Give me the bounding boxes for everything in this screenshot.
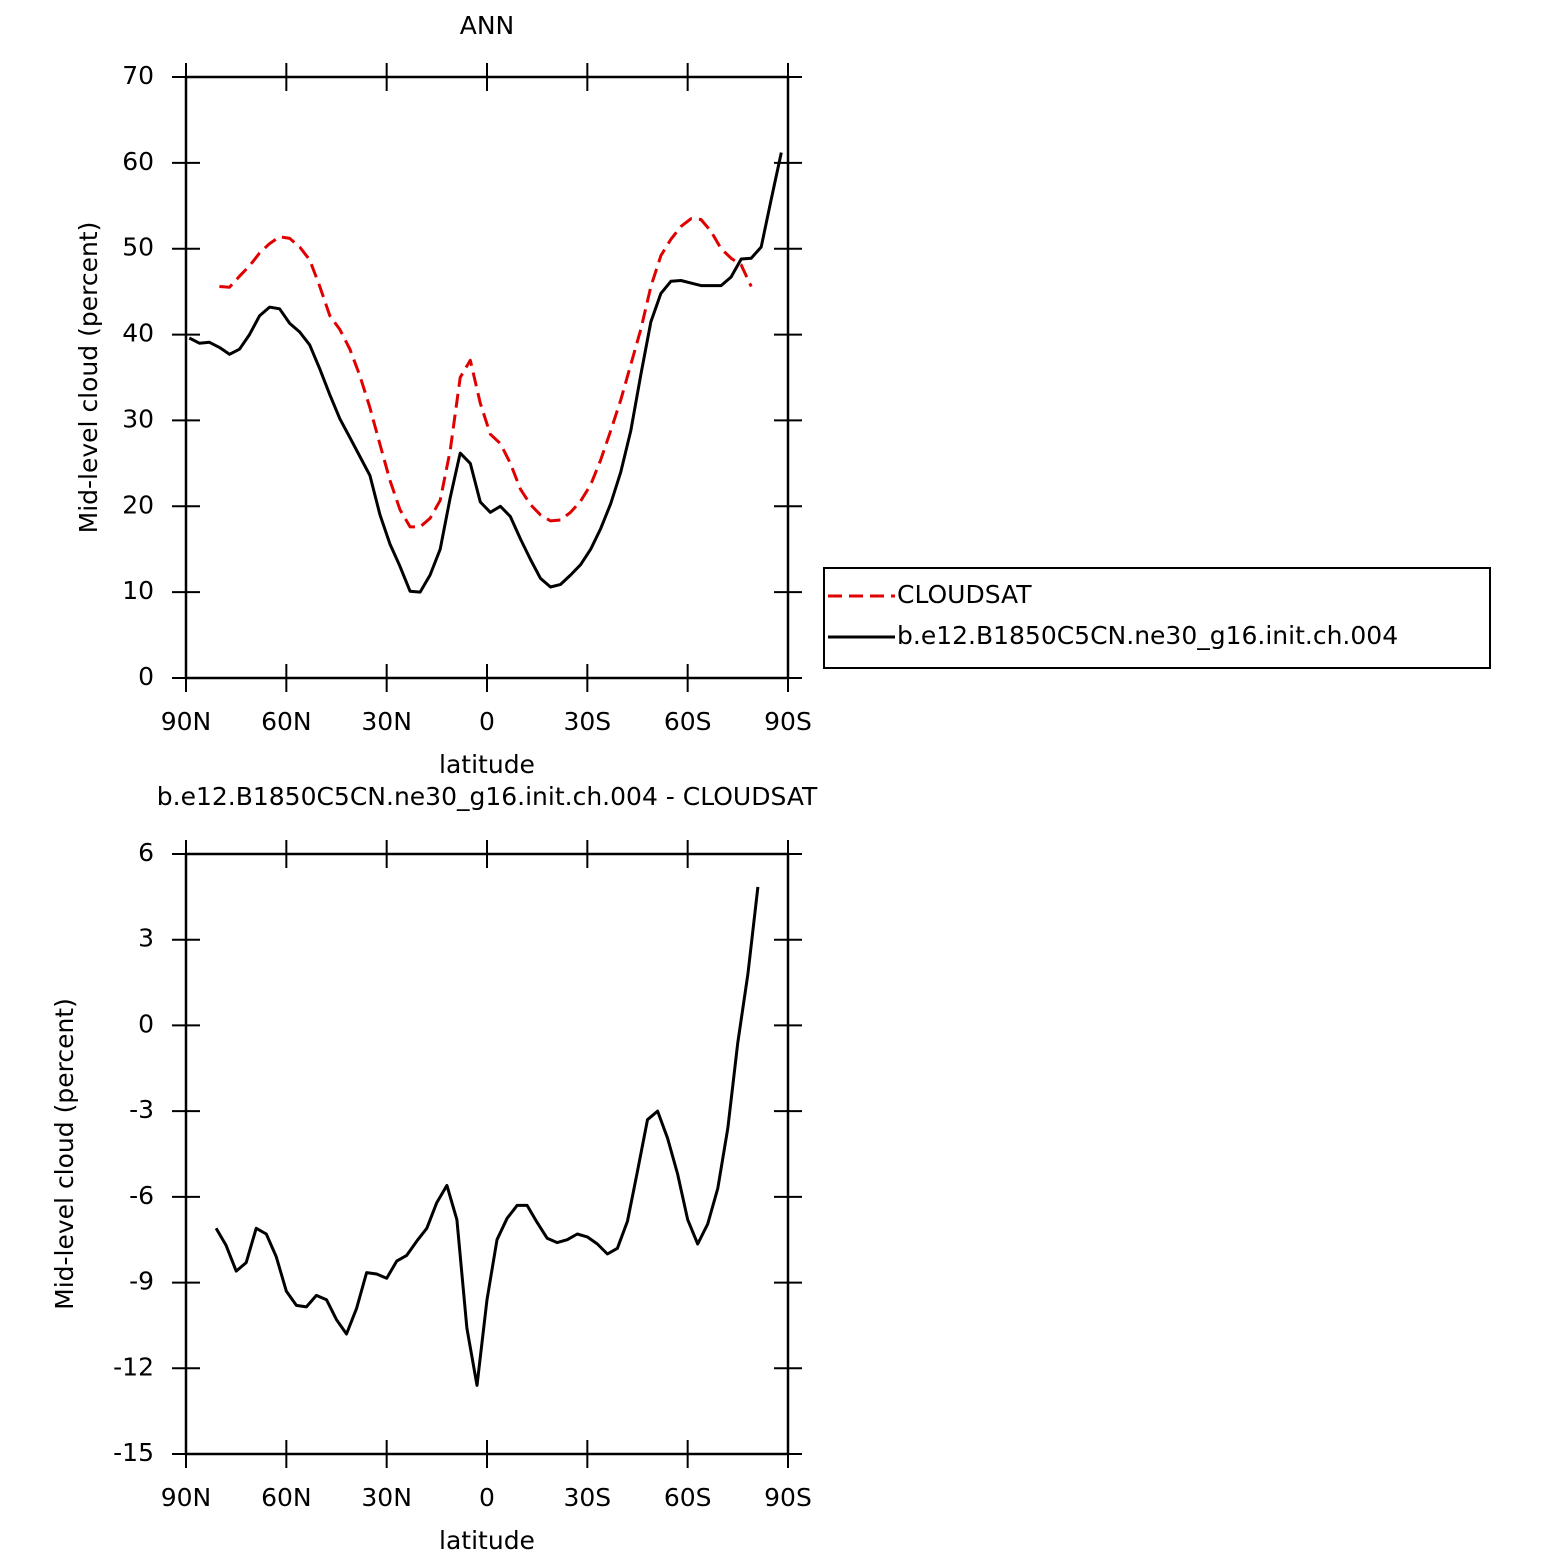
y-tick-label: 50 bbox=[122, 233, 154, 262]
x-tick-label: 60S bbox=[664, 707, 712, 736]
plot-frame bbox=[184, 75, 790, 680]
chart-title: ANN bbox=[460, 11, 515, 40]
y-axis-label: Mid-level cloud (percent) bbox=[50, 998, 79, 1310]
y-tick-label: 0 bbox=[138, 1009, 154, 1038]
plot-frame bbox=[184, 852, 790, 1456]
legend-label: CLOUDSAT bbox=[897, 580, 1032, 609]
y-tick-label: 10 bbox=[122, 576, 154, 605]
y-tick-label: -3 bbox=[129, 1095, 154, 1124]
y-axis-label: Mid-level cloud (percent) bbox=[74, 222, 103, 534]
x-tick-label: 60N bbox=[261, 707, 312, 736]
x-tick-label: 0 bbox=[479, 707, 495, 736]
y-tick-label: 30 bbox=[122, 404, 154, 433]
x-tick-label: 30S bbox=[563, 707, 611, 736]
y-tick-label: 0 bbox=[138, 662, 154, 691]
y-tick-label: 70 bbox=[122, 61, 154, 90]
x-tick-label: 60N bbox=[261, 1483, 312, 1512]
y-tick-label: 6 bbox=[138, 838, 154, 867]
data-line bbox=[214, 886, 760, 1387]
y-tick-label: 60 bbox=[122, 147, 154, 176]
y-tick-label: -15 bbox=[113, 1438, 154, 1467]
y-tick-label: 20 bbox=[122, 490, 154, 519]
y-tick-label: -9 bbox=[129, 1267, 154, 1296]
x-tick-label: 30S bbox=[563, 1483, 611, 1512]
x-tick-label: 0 bbox=[479, 1483, 495, 1512]
x-axis-label: latitude bbox=[439, 1526, 535, 1555]
y-tick-label: -12 bbox=[113, 1352, 154, 1381]
x-tick-label: 30N bbox=[361, 1483, 412, 1512]
y-tick-label: 40 bbox=[122, 319, 154, 348]
y-tick-label: -6 bbox=[129, 1181, 154, 1210]
x-tick-label: 90S bbox=[764, 707, 812, 736]
data-line bbox=[219, 217, 753, 529]
x-tick-label: 90S bbox=[764, 1483, 812, 1512]
x-tick-label: 90N bbox=[161, 1483, 212, 1512]
data-line bbox=[188, 152, 783, 594]
y-tick-label: 3 bbox=[138, 924, 154, 953]
chart-title: b.e12.B1850C5CN.ne30_g16.init.ch.004 - C… bbox=[157, 782, 818, 811]
x-tick-label: 30N bbox=[361, 707, 412, 736]
x-tick-label: 90N bbox=[161, 707, 212, 736]
legend-frame bbox=[823, 567, 1491, 669]
x-axis-label: latitude bbox=[439, 750, 535, 779]
legend-label: b.e12.B1850C5CN.ne30_g16.init.ch.004 bbox=[897, 621, 1398, 650]
x-tick-label: 60S bbox=[664, 1483, 712, 1512]
